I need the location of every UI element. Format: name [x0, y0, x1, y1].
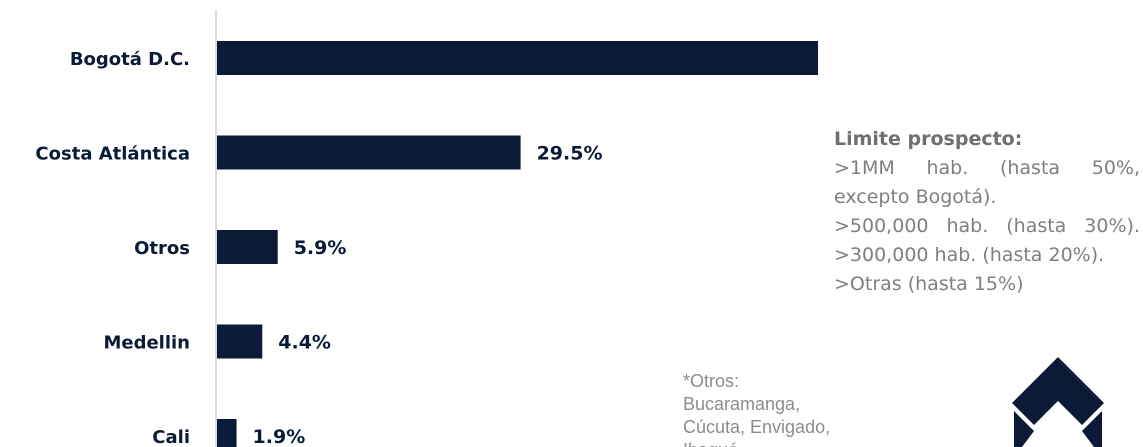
- value-label-otros: 5.9%: [294, 237, 347, 259]
- bar-medellin: [217, 324, 263, 359]
- category-label-medellin: Medellin: [103, 333, 190, 354]
- note-heading: Limite prospecto:: [834, 128, 1023, 150]
- arrow-up-diamond-icon: [1012, 357, 1104, 447]
- note-line-3: >Otras (hasta 15%): [834, 273, 1024, 295]
- value-label-costa-atlantica: 29.5%: [537, 143, 603, 165]
- category-label-cali: Cali: [152, 427, 190, 447]
- note-line-2: >500,000 hab. (hasta 30%). >300,000 hab.…: [834, 215, 1140, 266]
- category-label-bogota-d-c: Bogotá D.C.: [70, 49, 190, 70]
- category-label-costa-atlantica: Costa Atlántica: [35, 144, 190, 165]
- others-footnote: *Otros: Bucaramanga, Cúcuta, Envigado, I…: [683, 371, 831, 447]
- bars-group: Bogotá D.C.58.4%Costa Atlántica29.5%Otro…: [35, 41, 818, 447]
- note-line-1: >1MM hab. (hasta 50%, excepto Bogotá).: [834, 157, 1140, 208]
- bar-chart: Bogotá D.C.58.4%Costa Atlántica29.5%Otro…: [35, 10, 818, 447]
- bar-otros: [217, 230, 278, 264]
- bar-cali: [217, 419, 237, 447]
- category-label-otros: Otros: [134, 238, 190, 259]
- prospect-limit-note: Limite prospecto: >1MM hab. (hasta 50%, …: [834, 125, 1140, 299]
- value-label-cali: 1.9%: [253, 426, 306, 447]
- bar-bogota-d-c: [217, 41, 818, 75]
- bar-costa-atlantica: [217, 135, 521, 170]
- value-label-medellin: 4.4%: [278, 332, 331, 354]
